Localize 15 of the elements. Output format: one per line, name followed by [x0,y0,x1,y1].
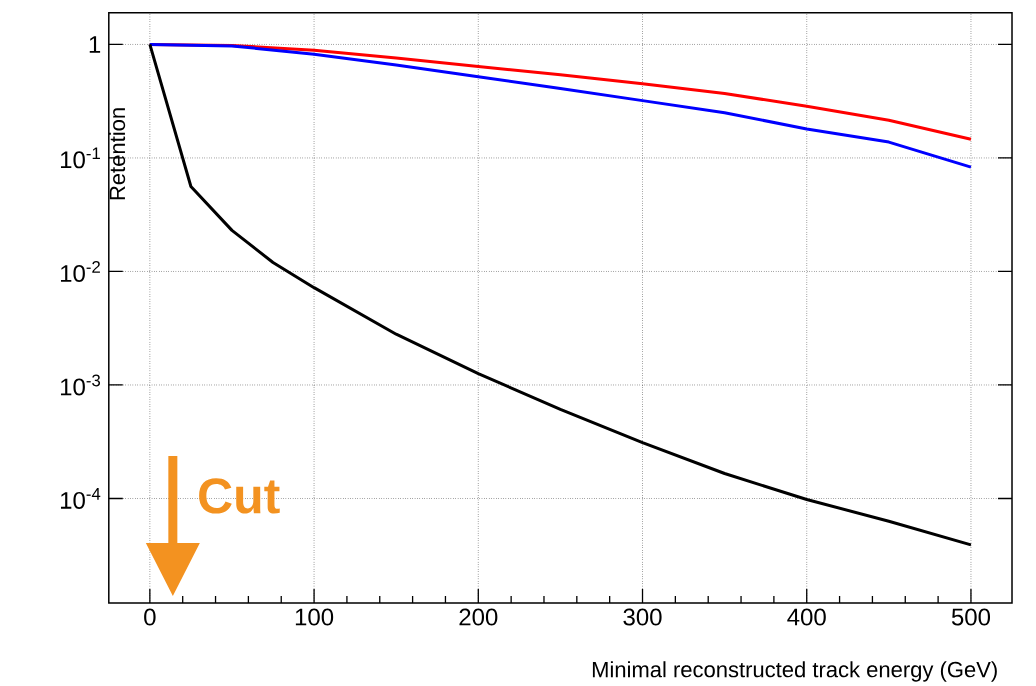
y-tick-label: 10$^{-2}$ [60,260,100,282]
x-tick-label: 400 [787,608,826,626]
y-tick-label: 10$^{-1}$ [60,147,100,169]
x-tick-label: 300 [623,608,662,626]
y-tick-label: 1 [89,36,101,53]
x-tick-label: 0 [144,608,156,626]
line-series [148,42,973,169]
x-tick-label: 100 [295,608,334,626]
x-axis-title: Minimal reconstructed track energy (GeV) [592,661,997,682]
annotation: Cut [199,478,280,514]
y-tick-label: 10$^{-3}$ [60,374,101,396]
x-tick-label: 200 [459,608,498,626]
y-axis-title: Retention [109,108,126,200]
x-tick-label: 500 [951,608,991,626]
y-tick-label: 10$^{-4}$ [60,488,101,509]
